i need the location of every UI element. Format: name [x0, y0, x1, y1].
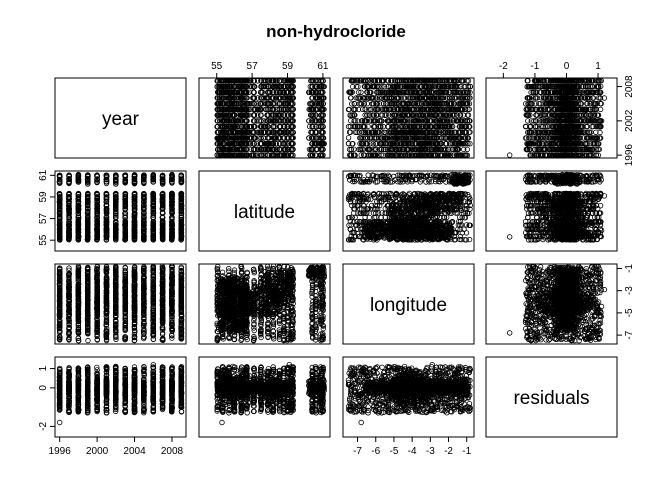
diag-label-latitude: latitude — [234, 202, 295, 223]
panel-grid: year latitude longitude residuals — [54, 77, 618, 438]
point — [241, 123, 247, 130]
panel-latitude-residuals — [485, 170, 618, 252]
points-year-vs-longitude — [345, 77, 473, 158]
point — [345, 135, 352, 141]
points-year-vs-latitude — [214, 77, 327, 158]
scatter-points — [56, 77, 608, 426]
panel-longitude-year — [54, 263, 187, 345]
diag-label-residuals: residuals — [513, 388, 589, 409]
panel-residuals-latitude — [198, 356, 331, 438]
panel-residuals-residuals — [485, 356, 618, 438]
diag-label-longitude: longitude — [370, 295, 447, 316]
panel-latitude-year — [54, 170, 187, 252]
point — [255, 112, 261, 118]
panel-residuals-year — [54, 356, 187, 438]
points-year-vs-residuals — [507, 77, 608, 158]
panel-latitude-latitude — [198, 170, 331, 252]
panel-year-longitude — [342, 77, 475, 159]
chart-title: non-hydrocloride — [266, 22, 406, 41]
panel-year-year — [54, 77, 187, 159]
point — [254, 100, 260, 107]
panel-longitude-longitude — [342, 263, 475, 345]
point — [263, 78, 269, 84]
panel-latitude-longitude — [342, 170, 475, 252]
panel-longitude-latitude — [198, 263, 331, 345]
diag-label-year: year — [102, 109, 140, 130]
